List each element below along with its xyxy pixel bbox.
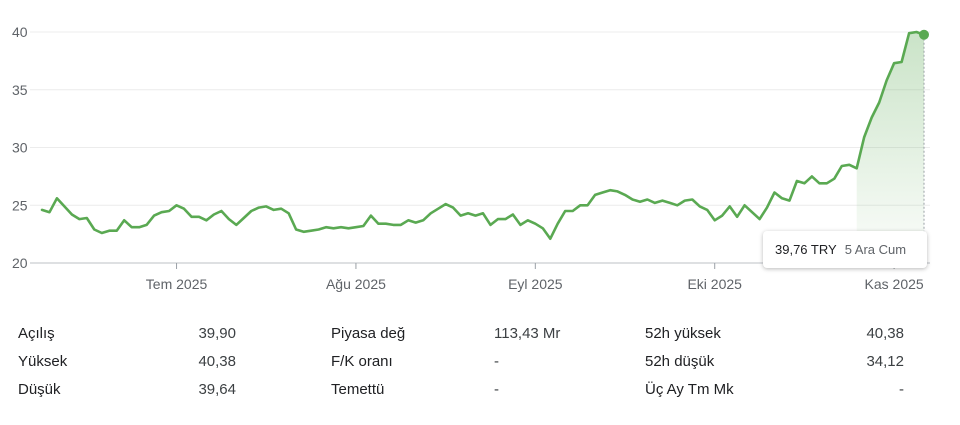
y-tick-label: 20 (12, 255, 28, 271)
stat-label: Yüksek (18, 353, 68, 370)
key-stats-table: Açılış 39,90 Piyasa değ 113,43 Mr 52h yü… (18, 321, 922, 405)
grid-lines (30, 31, 930, 264)
tooltip-date: 5 Ara Cum (844, 242, 907, 257)
y-tick-label: 25 (12, 197, 28, 213)
price-area (856, 32, 924, 263)
price-chart: 20 25 30 35 40 Tem 2025 Ağu 2025 Eyl 2025 Eki 2… (12, 24, 930, 292)
y-axis: 20 25 30 35 40 (12, 24, 28, 271)
last-price-marker (919, 29, 929, 40)
stat-label: Açılış (18, 325, 55, 342)
stat-label: Temettü (331, 381, 385, 398)
stat-value: 40,38 (198, 353, 236, 370)
y-tick-label: 30 (12, 140, 28, 156)
stat-value: - (494, 353, 499, 370)
stat-label: Üç Ay Tm Mk (645, 381, 734, 398)
stat-label: 52h yüksek (645, 325, 721, 342)
stat-value: 39,64 (198, 381, 236, 398)
price-line (40, 30, 926, 240)
x-tick-label: Ağu 2025 (326, 276, 386, 292)
stat-label: Piyasa değ (331, 325, 406, 342)
y-tick-label: 40 (12, 24, 28, 40)
x-tick-label: Eyl 2025 (508, 276, 563, 292)
stats-row: Düşük 39,64 Temettü - Üç Ay Tm Mk - (18, 377, 922, 405)
stat-value: - (899, 381, 904, 398)
stat-label: 52h düşük (645, 353, 715, 370)
y-tick-label: 35 (12, 82, 28, 98)
x-axis: Tem 2025 Ağu 2025 Eyl 2025 Eki 2025 Kas 2025 (146, 263, 924, 292)
x-tick-label: Kas 2025 (865, 276, 924, 292)
stat-label: Düşük (18, 381, 61, 398)
tooltip-price: 39,76 TRY (775, 242, 837, 257)
stat-value: 34,12 (866, 353, 904, 370)
stat-value: 113,43 Mr (494, 325, 561, 342)
stat-value: 39,90 (198, 325, 236, 342)
stats-row: Açılış 39,90 Piyasa değ 113,43 Mr 52h yü… (18, 321, 922, 349)
stat-value: 40,38 (866, 325, 904, 342)
x-tick-label: Eki 2025 (687, 276, 742, 292)
stat-label: F/K oranı (331, 353, 393, 370)
price-tooltip: 39,76 TRY 5 Ara Cum (763, 231, 927, 268)
x-tick-label: Tem 2025 (146, 276, 208, 292)
stat-value: - (494, 381, 499, 398)
stats-row: Yüksek 40,38 F/K oranı - 52h düşük 34,12 (18, 349, 922, 377)
